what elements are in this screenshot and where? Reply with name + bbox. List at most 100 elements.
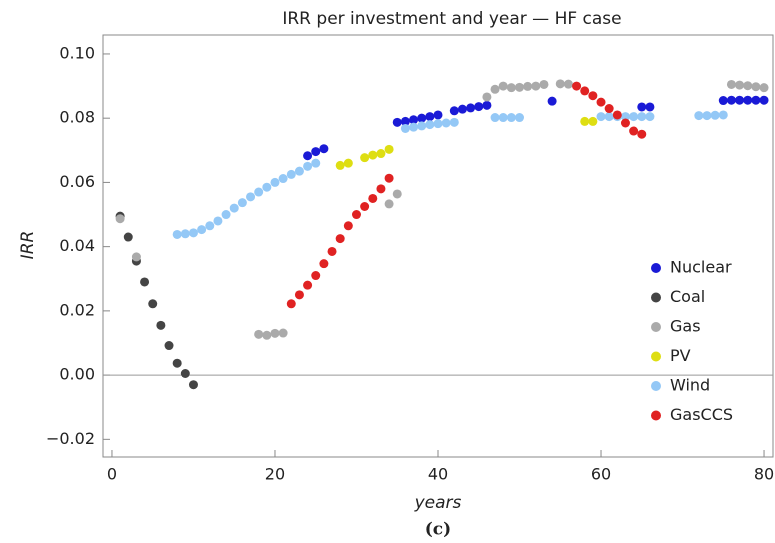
point bbox=[515, 113, 525, 123]
point bbox=[531, 81, 541, 91]
point bbox=[751, 95, 761, 105]
point bbox=[262, 330, 272, 340]
point bbox=[343, 221, 353, 231]
point bbox=[319, 144, 329, 154]
point bbox=[718, 96, 728, 106]
point bbox=[409, 122, 419, 132]
point bbox=[360, 153, 370, 163]
point bbox=[368, 193, 378, 203]
point bbox=[637, 102, 647, 112]
point bbox=[335, 160, 345, 170]
point bbox=[620, 118, 630, 128]
point bbox=[254, 187, 264, 197]
caption: (c) bbox=[425, 520, 451, 540]
point bbox=[360, 201, 370, 211]
point bbox=[580, 86, 590, 96]
legend-swatch bbox=[651, 351, 661, 362]
point bbox=[368, 150, 378, 160]
point bbox=[425, 120, 435, 130]
x-tick-label: 60 bbox=[591, 465, 611, 484]
point bbox=[319, 259, 329, 269]
point bbox=[637, 129, 647, 139]
point bbox=[294, 166, 304, 176]
x-tick-label: 40 bbox=[428, 465, 448, 484]
y-axis-label: IRR bbox=[18, 231, 38, 260]
point bbox=[188, 228, 198, 238]
point bbox=[580, 116, 590, 126]
point bbox=[490, 84, 500, 94]
point bbox=[751, 82, 761, 92]
point bbox=[718, 110, 728, 120]
point bbox=[409, 115, 419, 125]
point bbox=[172, 358, 182, 368]
point bbox=[523, 81, 533, 91]
y-tick-label: 0.02 bbox=[59, 300, 95, 319]
legend-label: Nuclear bbox=[670, 258, 732, 277]
x-tick-label: 80 bbox=[754, 465, 774, 484]
point bbox=[539, 79, 549, 89]
point bbox=[547, 96, 557, 106]
legend-swatch bbox=[651, 322, 661, 332]
point bbox=[384, 144, 394, 154]
chart-title: IRR per investment and year — HF case bbox=[282, 9, 621, 29]
point bbox=[311, 271, 321, 281]
point bbox=[335, 234, 345, 244]
legend-label: Wind bbox=[670, 376, 710, 395]
point bbox=[213, 216, 223, 226]
point bbox=[278, 328, 288, 338]
legend-label: GasCCS bbox=[670, 405, 733, 424]
point bbox=[572, 81, 582, 91]
point bbox=[392, 117, 402, 127]
point bbox=[392, 189, 402, 199]
point bbox=[294, 290, 304, 300]
point bbox=[188, 380, 198, 390]
point bbox=[588, 116, 598, 126]
point bbox=[735, 95, 745, 105]
point bbox=[604, 104, 614, 114]
point bbox=[726, 95, 736, 105]
point bbox=[180, 368, 190, 378]
point bbox=[555, 79, 565, 89]
point bbox=[710, 110, 720, 120]
point bbox=[400, 116, 410, 126]
point bbox=[172, 229, 182, 239]
legend-label: Gas bbox=[670, 317, 701, 336]
point bbox=[262, 182, 272, 192]
point bbox=[180, 229, 190, 239]
x-tick-label: 0 bbox=[107, 465, 117, 484]
point bbox=[743, 95, 753, 105]
point bbox=[303, 161, 313, 171]
point bbox=[376, 184, 386, 194]
point bbox=[588, 91, 598, 101]
legend-label: Coal bbox=[670, 287, 705, 306]
point bbox=[604, 112, 614, 122]
point bbox=[702, 111, 712, 121]
point bbox=[376, 149, 386, 159]
y-tick-label: 0.08 bbox=[59, 108, 95, 127]
point bbox=[425, 112, 435, 122]
point bbox=[270, 177, 280, 187]
y-tick-label: 0.06 bbox=[59, 172, 95, 191]
legend-swatch bbox=[651, 381, 661, 391]
point bbox=[221, 210, 231, 220]
point bbox=[433, 119, 443, 129]
y-tick-label: −0.02 bbox=[46, 429, 95, 448]
point bbox=[490, 113, 500, 123]
point bbox=[441, 118, 451, 128]
point bbox=[515, 82, 525, 92]
y-tick-label: 0.04 bbox=[59, 236, 95, 255]
legend-swatch bbox=[651, 410, 661, 421]
point bbox=[303, 280, 313, 290]
point bbox=[735, 80, 745, 90]
point bbox=[311, 147, 321, 157]
point bbox=[743, 81, 753, 91]
y-tick-label: 0.00 bbox=[59, 365, 95, 384]
point bbox=[197, 225, 207, 235]
y-tick-label: 0.10 bbox=[59, 43, 95, 62]
point bbox=[596, 112, 606, 122]
point bbox=[246, 192, 256, 202]
point bbox=[449, 117, 459, 127]
point bbox=[498, 113, 508, 123]
point bbox=[694, 111, 704, 121]
